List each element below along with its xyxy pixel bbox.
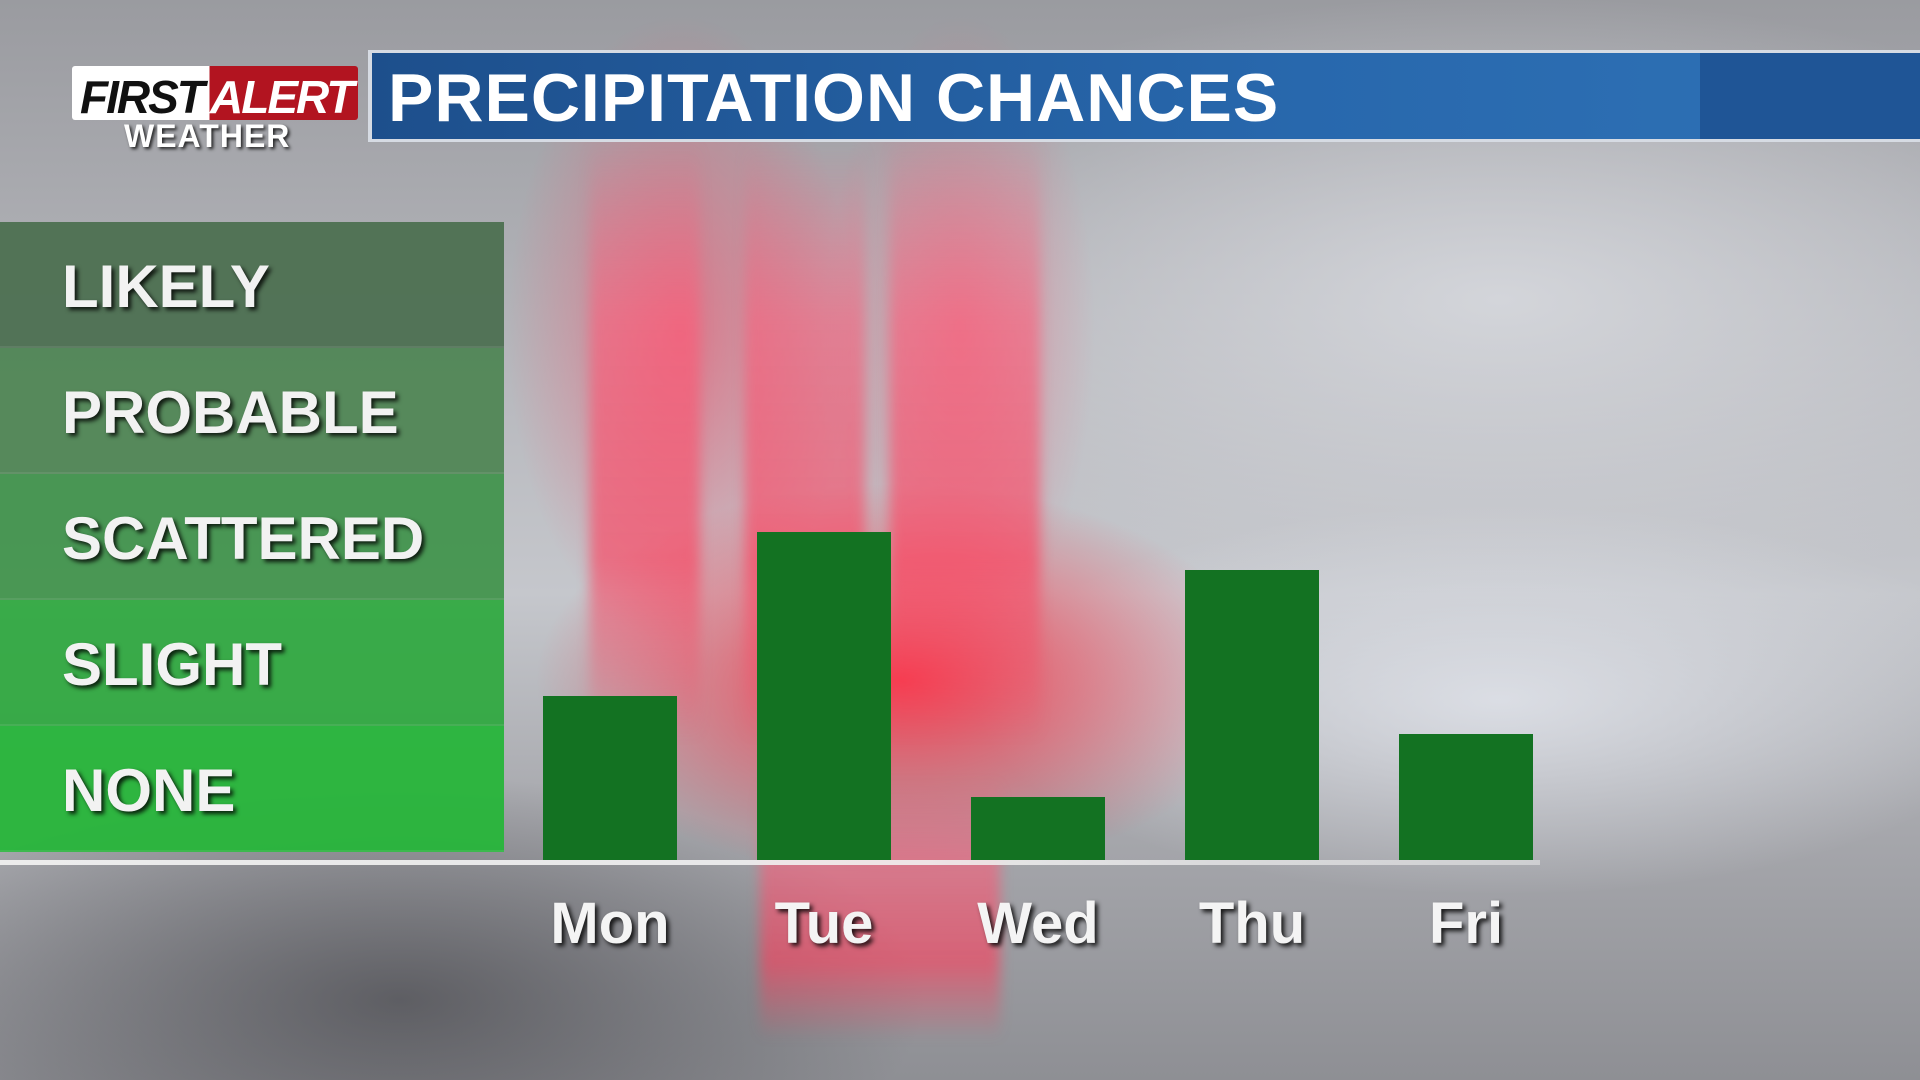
reflection-streak <box>590 140 700 740</box>
x-tick-label-wed: Wed <box>977 891 1099 956</box>
band-likely: LIKELY <box>0 222 504 348</box>
bar-mon <box>543 696 677 860</box>
x-tick-label-fri: Fri <box>1428 891 1504 956</box>
title-bar: PRECIPITATION CHANCES <box>368 50 1920 142</box>
band-label-slight: SLIGHT <box>62 631 282 698</box>
x-tick-label-thu: Thu <box>1198 891 1306 956</box>
band-slight: SLIGHT <box>0 600 504 726</box>
band-probable: PROBABLE <box>0 348 504 474</box>
bar-wed <box>971 797 1105 860</box>
logo-first-text: FIRST <box>80 71 205 123</box>
logo-badge <box>72 66 358 120</box>
logo-weather-text: WEATHER <box>124 118 291 154</box>
chart-baseline <box>0 860 1540 865</box>
band-label-likely: LIKELY <box>62 253 270 320</box>
page-title: PRECIPITATION CHANCES <box>388 60 1280 136</box>
title-bar-accent <box>1700 53 1920 139</box>
band-label-probable: PROBABLE <box>62 379 399 446</box>
first-alert-weather-logo: FIRST ALERT WEATHER <box>72 66 358 156</box>
band-label-none: NONE <box>62 757 236 824</box>
band-none: NONE <box>0 726 504 852</box>
bar-thu <box>1185 570 1319 860</box>
reflection-streak <box>890 140 1040 740</box>
band-label-scattered: SCATTERED <box>62 505 425 572</box>
bar-tue <box>757 532 891 860</box>
logo-alert-text: ALERT <box>210 71 354 123</box>
band-scattered: SCATTERED <box>0 474 504 600</box>
category-scale: LIKELY PROBABLE SCATTERED SLIGHT NONE <box>0 222 504 852</box>
x-tick-label-tue: Tue <box>774 891 874 956</box>
bar-fri <box>1399 734 1533 860</box>
x-tick-label-mon: Mon <box>550 891 670 956</box>
